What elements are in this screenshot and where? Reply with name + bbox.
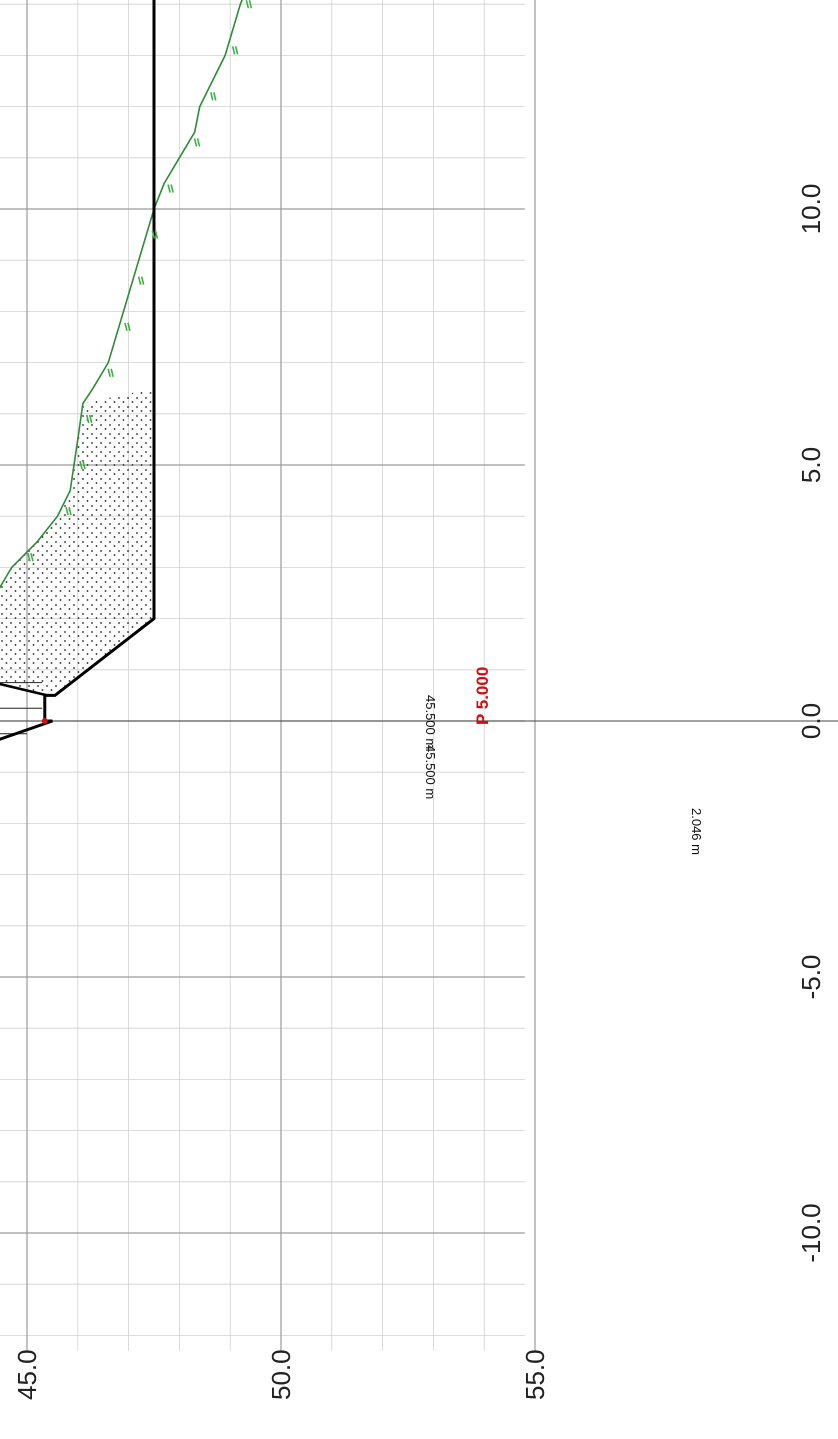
terrain-mark	[193, 138, 198, 147]
terrain-line	[0, 0, 243, 589]
terrain-mark	[65, 506, 69, 516]
terrain-mark	[85, 414, 90, 424]
terrain-mark	[82, 460, 86, 470]
terrain-mark	[170, 184, 174, 193]
terrain-mark	[210, 92, 214, 101]
labels: 45.500 m 45.500 m P 5.000 2.046 m	[423, 667, 704, 855]
terrain-mark	[68, 506, 72, 516]
axis-ticks: 55.050.045.040.010.05.00.0-5.0-10.0	[12, 184, 826, 1400]
terrain-mark	[88, 414, 93, 424]
elevation-tick-label: 50.0	[266, 1349, 296, 1400]
cut-hatch	[0, 682, 43, 735]
terrain-mark	[248, 0, 253, 9]
terrain-mark	[27, 552, 31, 562]
terrain-marks	[27, 0, 253, 562]
level-label-left: 45.500 m	[423, 695, 438, 749]
fill-area	[0, 388, 154, 696]
terrain-mark	[154, 230, 159, 239]
elevation-tick-label: 55.0	[520, 1349, 550, 1400]
design-line	[0, 0, 156, 741]
terrain-mark	[30, 552, 34, 562]
terrain-mark	[137, 276, 142, 285]
terrain-mark	[167, 184, 171, 193]
terrain-mark	[213, 92, 217, 101]
terrain-polyline	[0, 0, 243, 589]
inner-slope-line	[0, 682, 48, 697]
terrain-mark	[140, 276, 145, 285]
offset-tick-label: 0.0	[796, 703, 826, 739]
elevation-tick-label: 45.0	[12, 1349, 42, 1400]
fill-polygon	[0, 388, 154, 696]
slope-length-label: 2.046 m	[689, 808, 704, 855]
terrain-mark	[79, 460, 83, 470]
terrain-mark	[107, 368, 111, 378]
offset-tick-label: 10.0	[796, 184, 826, 235]
offset-tick-label: -10.0	[796, 1203, 826, 1262]
offset-tick-label: -5.0	[796, 955, 826, 1000]
terrain-mark	[234, 46, 239, 55]
p-point	[41, 718, 48, 724]
points	[41, 718, 48, 724]
terrain-mark	[110, 368, 114, 378]
terrain-mark	[124, 322, 128, 331]
terrain-mark	[196, 138, 201, 147]
design-polyline	[0, 0, 156, 741]
terrain-mark	[231, 46, 236, 55]
terrain-mark	[127, 322, 131, 331]
offset-tick-label: 5.0	[796, 447, 826, 483]
minor-grid	[0, 0, 525, 1351]
terrain-mark	[151, 230, 156, 239]
level-label-right: 45.500 m	[423, 745, 438, 799]
terrain-mark	[245, 0, 250, 9]
point-label: P 5.000	[473, 667, 492, 725]
